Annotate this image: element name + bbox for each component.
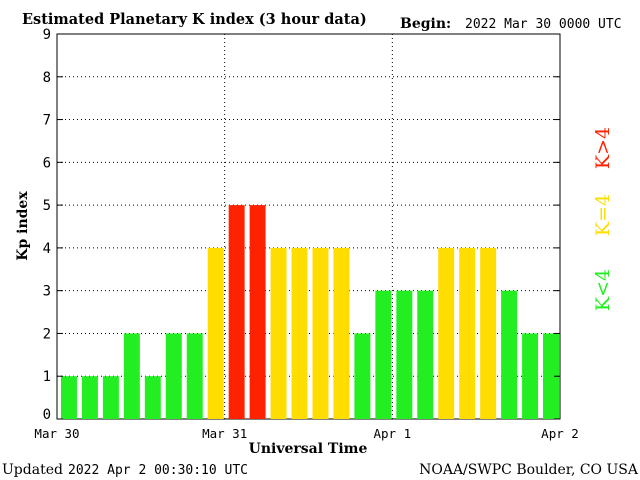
kp-bar (207, 247, 224, 419)
kp-bar (312, 247, 329, 419)
updated-value: 2022 Apr 2 00:30:10 UTC (68, 463, 248, 478)
legend-low: K<4 (592, 269, 614, 311)
y-tick-label: 3 (43, 284, 51, 300)
kp-bar (543, 333, 559, 419)
x-axis-label: Universal Time (249, 441, 368, 457)
y-tick-label: 9 (43, 27, 51, 43)
kp-bar (249, 205, 266, 419)
legend-high: K>4 (592, 127, 614, 169)
x-tick-label: Mar 31 (202, 426, 247, 441)
kp-bar (438, 247, 455, 419)
kp-bar (228, 205, 245, 419)
kp-bar (375, 290, 392, 419)
x-tick-labels: Mar 30 Mar 31 Apr 1 Apr 2 (34, 426, 578, 441)
kp-bar (522, 333, 539, 419)
grid-lines (57, 34, 560, 419)
y-tick-labels: 0 1 2 3 4 5 6 7 8 9 (43, 27, 560, 423)
kp-bar (291, 247, 308, 419)
kp-bar (144, 376, 161, 419)
kp-bar (81, 376, 98, 419)
updated-label: Updated (2, 462, 63, 478)
y-tick-label: 7 (43, 113, 51, 129)
x-tick-label: Apr 2 (541, 426, 579, 441)
begin-value: 2022 Mar 30 0000 UTC (465, 17, 622, 32)
kp-bar (270, 247, 287, 419)
kp-bar (61, 376, 77, 419)
kp-bar (480, 247, 497, 419)
kp-bar (186, 333, 203, 419)
kp-bar (417, 290, 434, 419)
y-tick-label: 1 (43, 369, 51, 385)
kp-bar (165, 333, 182, 419)
kp-bar (459, 247, 476, 419)
plot-frame (56, 33, 561, 420)
y-tick-label: 0 (43, 407, 51, 423)
y-tick-label: 6 (43, 155, 51, 171)
kp-bar (333, 247, 350, 419)
x-tick-label: Mar 30 (34, 426, 79, 441)
kp-bar (123, 333, 140, 419)
y-tick-label: 8 (43, 70, 51, 86)
y-axis-label: Kp index (15, 191, 31, 261)
credit-text: NOAA/SWPC Boulder, CO USA (419, 462, 639, 478)
kp-bar (102, 376, 119, 419)
begin-label: Begin: (400, 16, 451, 32)
kp-bar (396, 290, 413, 419)
y-tick-label: 5 (43, 198, 51, 214)
legend-equal: K=4 (592, 194, 614, 236)
chart-title: Estimated Planetary K index (3 hour data… (22, 11, 367, 28)
x-tick-label: Apr 1 (374, 426, 412, 441)
kp-bar (501, 290, 518, 419)
bars (61, 205, 559, 419)
kp-bar (354, 333, 371, 419)
y-tick-label: 2 (43, 326, 51, 342)
y-tick-label: 4 (43, 241, 51, 257)
